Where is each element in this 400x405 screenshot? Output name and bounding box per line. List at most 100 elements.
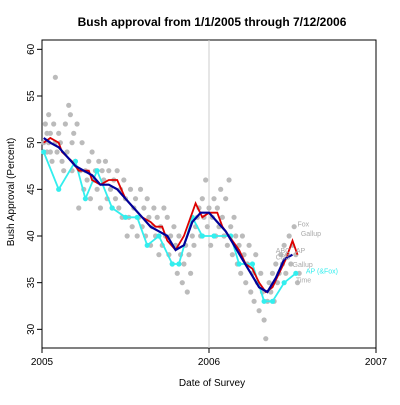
poll-point-107: [211, 196, 217, 202]
poll-point-7: [47, 149, 53, 155]
poll-point-12: [54, 149, 60, 155]
poll-point-144: [273, 261, 279, 267]
poll-point-48: [112, 196, 119, 202]
chart-title: Bush approval from 1/1/2005 through 7/12…: [78, 15, 347, 29]
poll-point-105: [208, 242, 214, 248]
poll-point-19: [66, 102, 72, 108]
ap-ipsos-point-17: [249, 261, 256, 267]
poll-point-13: [56, 130, 62, 136]
poll-point-119: [231, 214, 237, 220]
poll-point-79: [164, 214, 170, 220]
poll-point-77: [161, 205, 167, 211]
poll-point-23: [71, 130, 77, 136]
poll-point-118: [229, 252, 235, 258]
x-axis-label: Date of Survey: [179, 378, 245, 389]
poll-point-73: [154, 214, 160, 220]
poll-point-38: [96, 158, 102, 164]
poll-point-40: [99, 168, 105, 174]
y-tick-label-50: 50: [26, 137, 37, 149]
ap-ipsos-point-0: [41, 149, 47, 155]
y-tick-label-55: 55: [26, 90, 37, 102]
poll-point-142: [269, 270, 276, 276]
poll-point-124: [239, 233, 245, 239]
poll-point-153: [288, 261, 294, 267]
poll-point-71: [151, 205, 157, 211]
poll-point-53: [121, 177, 127, 183]
ap-ipsos-point-19: [269, 298, 276, 304]
poll-point-21: [69, 140, 75, 146]
annotation-0: Fox: [298, 222, 310, 229]
poll-point-33: [87, 196, 94, 202]
poll-point-37: [94, 186, 100, 192]
x-tick-label-2007: 2007: [365, 357, 388, 368]
poll-point-58: [129, 224, 135, 230]
annotation-7: Time: [296, 278, 311, 285]
poll-point-103: [204, 224, 210, 230]
poll-point-126: [243, 280, 249, 286]
poll-point-115: [224, 242, 230, 248]
poll-point-28: [79, 140, 85, 146]
poll-point-120: [233, 233, 239, 239]
ap-ipsos-point-4: [94, 168, 100, 174]
poll-point-149: [281, 242, 287, 248]
poll-point-60: [132, 196, 139, 202]
ap-ipsos-point-1: [56, 186, 62, 192]
poll-point-9: [51, 121, 57, 127]
poll-point-44: [106, 168, 112, 174]
poll-point-49: [114, 168, 120, 174]
poll-point-134: [256, 308, 262, 314]
annotation-5: Gallup: [293, 262, 313, 269]
poll-point-95: [191, 242, 197, 248]
poll-point-89: [181, 261, 187, 267]
poll-point-150: [283, 270, 289, 276]
poll-point-116: [226, 177, 232, 183]
poll-point-86: [176, 233, 182, 239]
ap-ipsos-point-6: [122, 214, 129, 220]
poll-point-57: [127, 186, 134, 192]
ap-ipsos-point-8: [144, 242, 150, 248]
poll-point-45: [107, 186, 114, 192]
poll-point-63: [137, 186, 144, 192]
poll-point-85: [174, 270, 180, 276]
poll-point-65: [141, 205, 147, 211]
poll-point-117: [228, 224, 234, 230]
ap-ipsos-point-21: [293, 270, 299, 276]
y-tick-label-60: 60: [26, 43, 37, 55]
poll-point-131: [251, 298, 257, 304]
poll-point-138: [263, 336, 269, 342]
poll-point-61: [134, 233, 140, 239]
poll-point-93: [188, 270, 194, 276]
poll-point-104: [206, 205, 212, 211]
poll-point-102: [203, 177, 209, 183]
y-tick-label-35: 35: [26, 277, 37, 289]
poll-point-94: [189, 233, 195, 239]
poll-point-83: [171, 224, 177, 230]
x-tick-label-2006: 2006: [198, 357, 221, 368]
poll-point-135: [258, 270, 264, 276]
poll-point-88: [179, 280, 185, 286]
annotation-3: AP: [296, 248, 306, 255]
poll-point-68: [146, 214, 152, 220]
poll-point-20: [67, 112, 73, 118]
poll-point-129: [248, 289, 254, 295]
poll-point-111: [218, 186, 224, 192]
poll-point-42: [102, 158, 109, 164]
poll-point-141: [268, 289, 274, 295]
ap-ipsos-point-16: [236, 261, 242, 267]
poll-point-128: [246, 242, 252, 248]
poll-point-31: [84, 177, 90, 183]
annotation-4: CBS: [276, 254, 291, 261]
poll-point-50: [116, 205, 122, 211]
poll-point-6: [47, 130, 53, 136]
poll-point-67: [144, 196, 150, 202]
poll-point-18: [64, 149, 70, 155]
y-tick-label-45: 45: [26, 183, 37, 195]
poll-point-4: [46, 112, 52, 118]
poll-point-34: [89, 149, 95, 155]
poll-point-123: [238, 270, 244, 276]
y-axis-label: Bush Approval (Percent): [6, 138, 17, 246]
poll-point-91: [184, 289, 190, 295]
